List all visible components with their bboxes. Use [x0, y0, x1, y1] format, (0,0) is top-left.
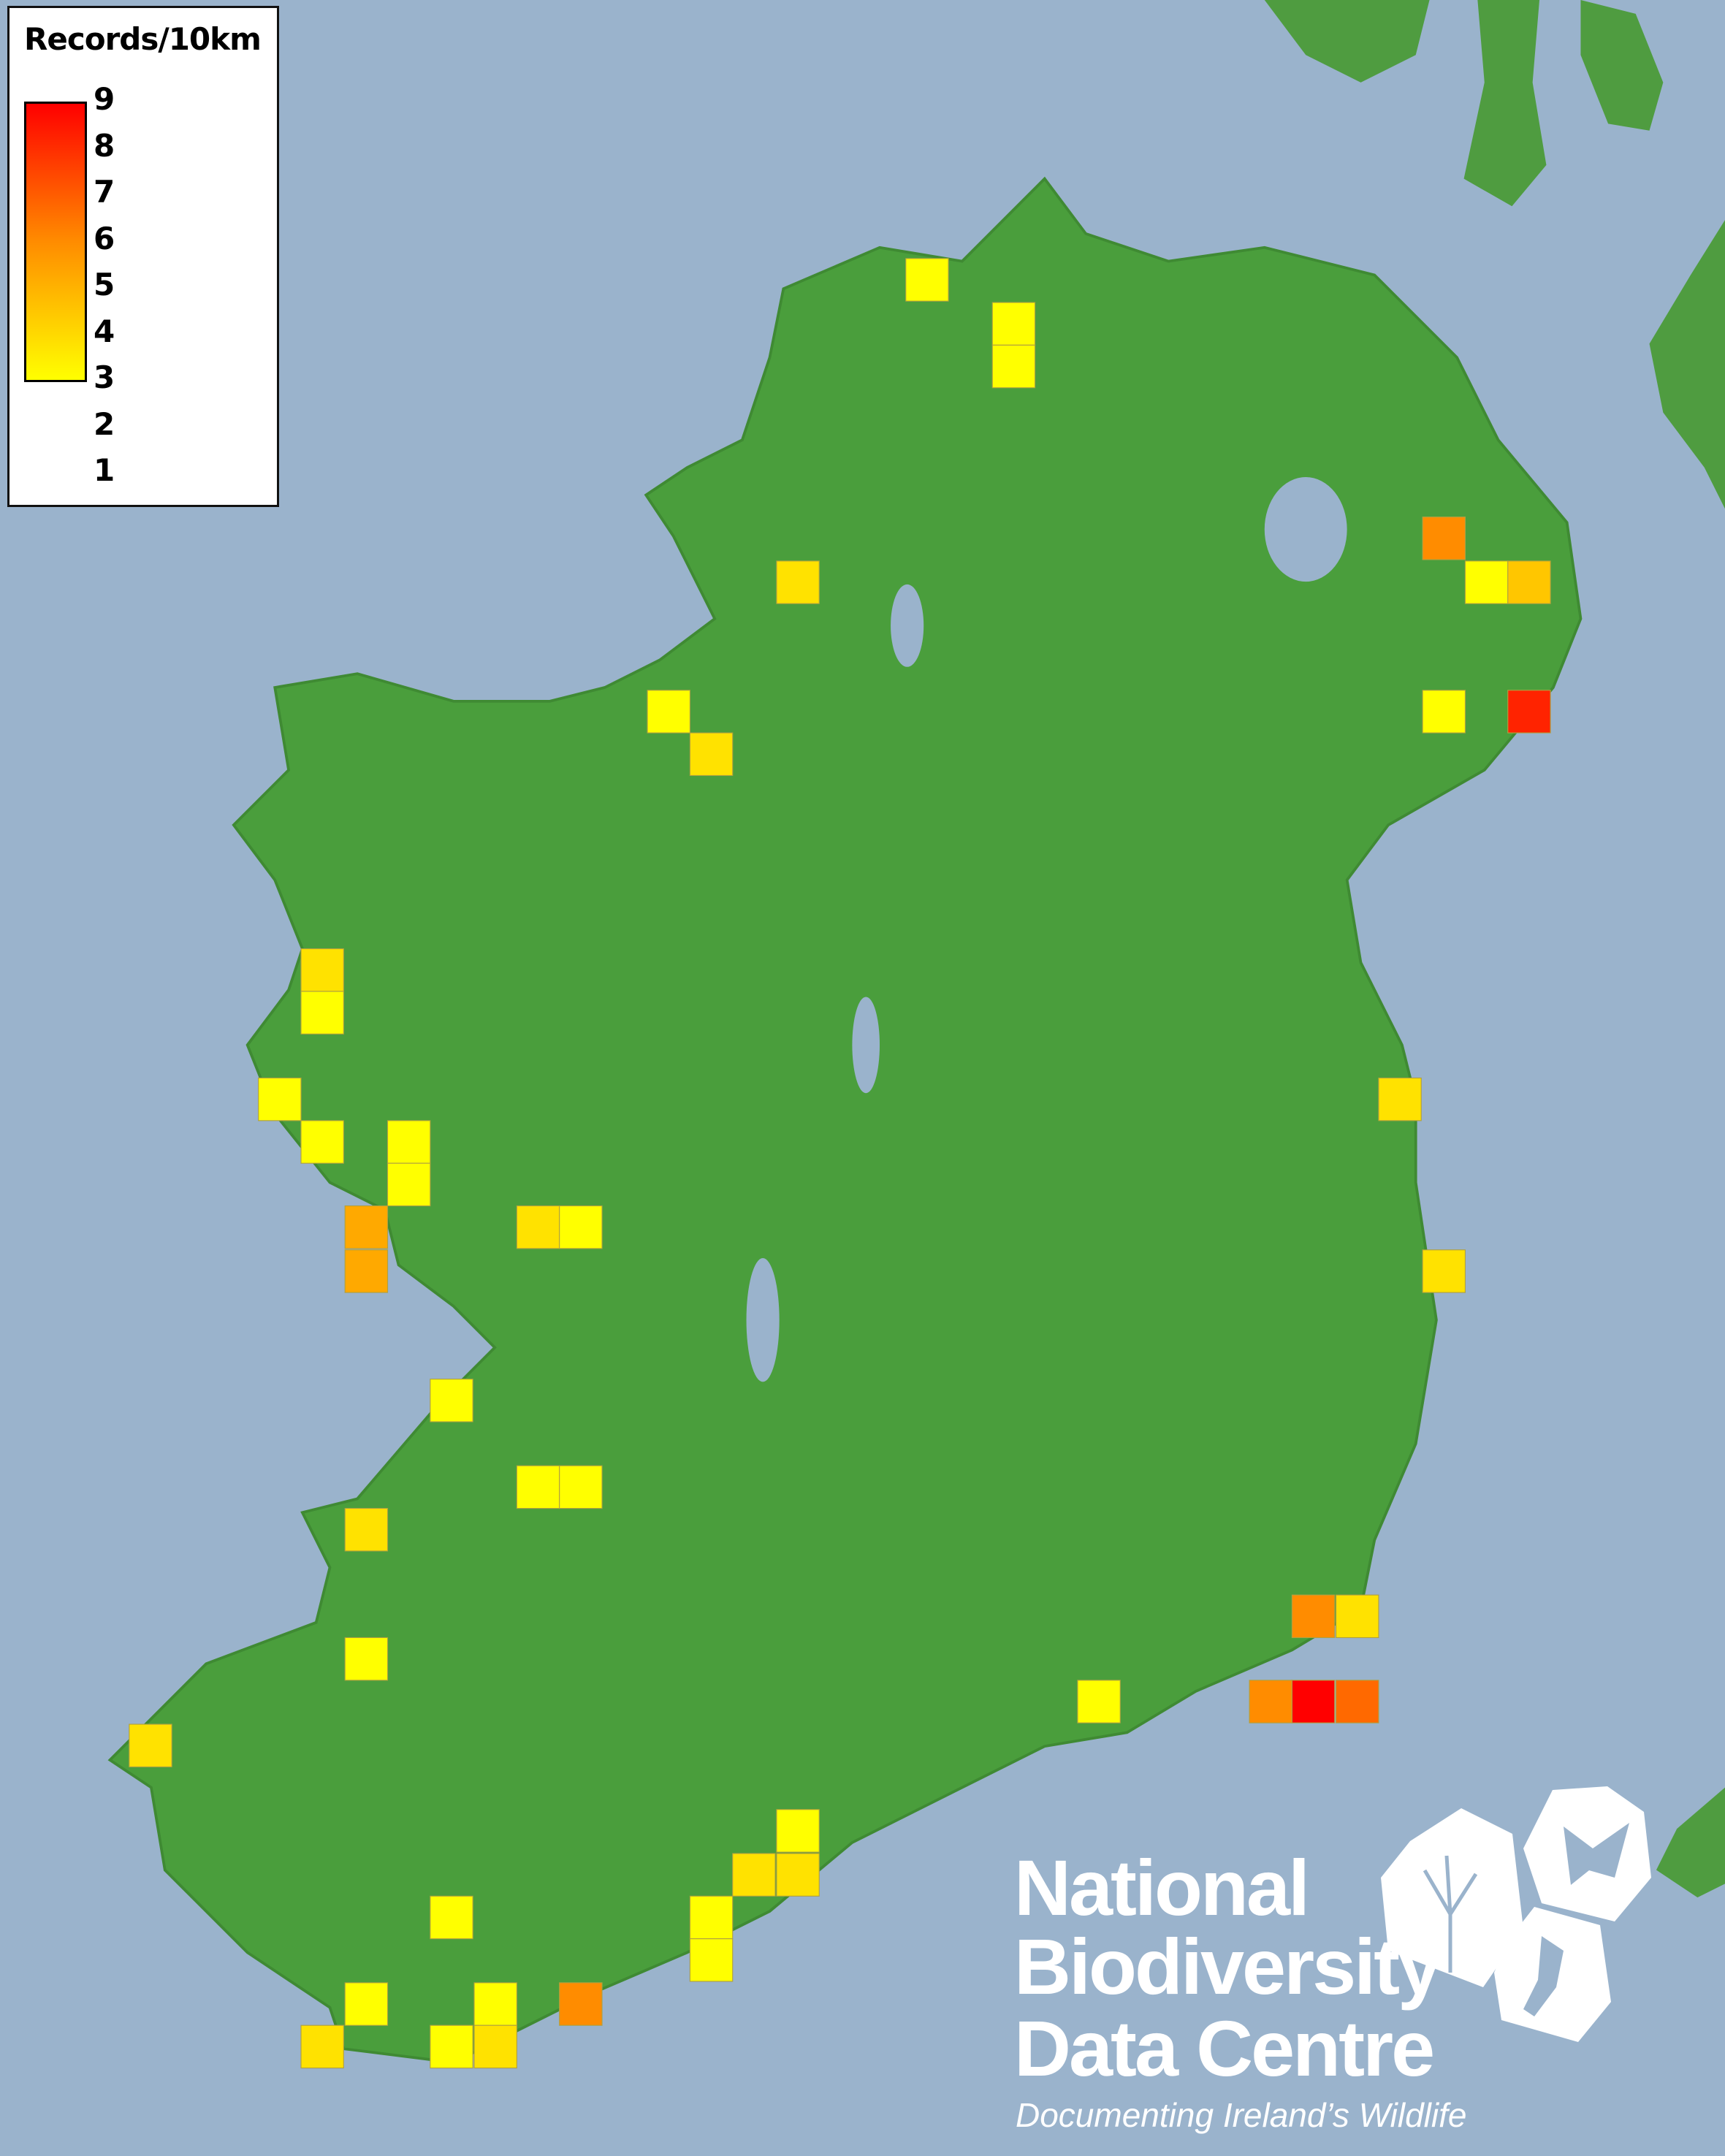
- record-cell[interactable]: [1507, 560, 1551, 604]
- record-cell[interactable]: [559, 1205, 603, 1249]
- record-cell[interactable]: [300, 1120, 344, 1164]
- scotland-land: [1264, 0, 1725, 1898]
- record-cell[interactable]: [516, 1205, 560, 1249]
- record-cell[interactable]: [776, 560, 820, 604]
- record-cell[interactable]: [430, 2024, 473, 2069]
- record-cell[interactable]: [991, 344, 1036, 389]
- record-cell[interactable]: [1507, 690, 1551, 734]
- record-cell[interactable]: [1077, 1680, 1121, 1723]
- legend-title: Records/10km: [24, 21, 262, 57]
- record-cell[interactable]: [1422, 690, 1466, 734]
- record-cell[interactable]: [776, 1853, 820, 1897]
- record-cell[interactable]: [1378, 1077, 1422, 1121]
- legend-tick: 5: [94, 267, 115, 302]
- record-cell[interactable]: [258, 1077, 302, 1121]
- record-cell[interactable]: [473, 1982, 517, 2026]
- record-cell[interactable]: [1464, 560, 1509, 604]
- record-cell[interactable]: [1291, 1680, 1336, 1723]
- record-cell[interactable]: [1336, 1680, 1379, 1723]
- record-cell[interactable]: [386, 1162, 431, 1207]
- record-cell[interactable]: [689, 1938, 734, 1982]
- record-cell[interactable]: [647, 690, 690, 734]
- record-cell[interactable]: [1291, 1594, 1336, 1639]
- logo-line-3: Data Centre: [1014, 2004, 1435, 2092]
- legend-tick: 2: [94, 405, 115, 442]
- legend-tick: 3: [94, 359, 115, 395]
- logo-hexagons: [1381, 1786, 1651, 2042]
- record-cell[interactable]: [1422, 517, 1466, 560]
- logo-tagline: Documenting Ireland’s Wildlife: [1016, 2096, 1467, 2134]
- record-cell[interactable]: [344, 1249, 389, 1293]
- record-cell[interactable]: [386, 1120, 431, 1164]
- record-cell[interactable]: [300, 2024, 344, 2069]
- record-cell[interactable]: [344, 1637, 389, 1681]
- legend-tick: 8: [94, 127, 115, 164]
- record-cell[interactable]: [344, 1508, 389, 1552]
- record-cell[interactable]: [991, 302, 1036, 346]
- record-cell[interactable]: [732, 1853, 776, 1897]
- nbdc-logo: National Biodiversity Data Centre Docume…: [1008, 1768, 1666, 2134]
- tree-icon: [1381, 1808, 1523, 1987]
- record-cell[interactable]: [559, 1465, 603, 1509]
- legend-tick: 7: [94, 174, 115, 210]
- legend-tick: 4: [94, 313, 115, 349]
- legend: Records/10km 9 8 7 6 5 4 3 2 1: [7, 6, 279, 507]
- record-cell[interactable]: [430, 1379, 473, 1422]
- record-cell[interactable]: [1249, 1680, 1292, 1723]
- ireland-land: [107, 176, 1583, 2064]
- record-cell[interactable]: [689, 732, 734, 777]
- record-cell[interactable]: [559, 1982, 603, 2026]
- record-cells: [129, 258, 1551, 2069]
- legend-tick: 1: [94, 452, 115, 488]
- record-cell[interactable]: [516, 1465, 560, 1509]
- record-cell[interactable]: [300, 948, 344, 992]
- record-cell[interactable]: [344, 1982, 389, 2026]
- logo-line-1: National: [1014, 1843, 1310, 1932]
- lakes: [746, 477, 1347, 1382]
- record-cell[interactable]: [129, 1723, 172, 1767]
- record-cell[interactable]: [1422, 1249, 1466, 1293]
- record-cell[interactable]: [1336, 1594, 1379, 1639]
- record-cell[interactable]: [473, 2024, 517, 2069]
- record-cell[interactable]: [300, 991, 344, 1035]
- record-cell[interactable]: [344, 1205, 389, 1249]
- logo-line-2: Biodiversity: [1014, 1922, 1442, 2011]
- record-cell[interactable]: [905, 258, 949, 302]
- color-ramp: [24, 102, 87, 382]
- legend-tick: 9: [94, 81, 115, 117]
- record-cell[interactable]: [689, 1895, 734, 1940]
- record-cell[interactable]: [776, 1809, 820, 1853]
- legend-tick: 6: [94, 220, 115, 256]
- record-cell[interactable]: [430, 1895, 473, 1940]
